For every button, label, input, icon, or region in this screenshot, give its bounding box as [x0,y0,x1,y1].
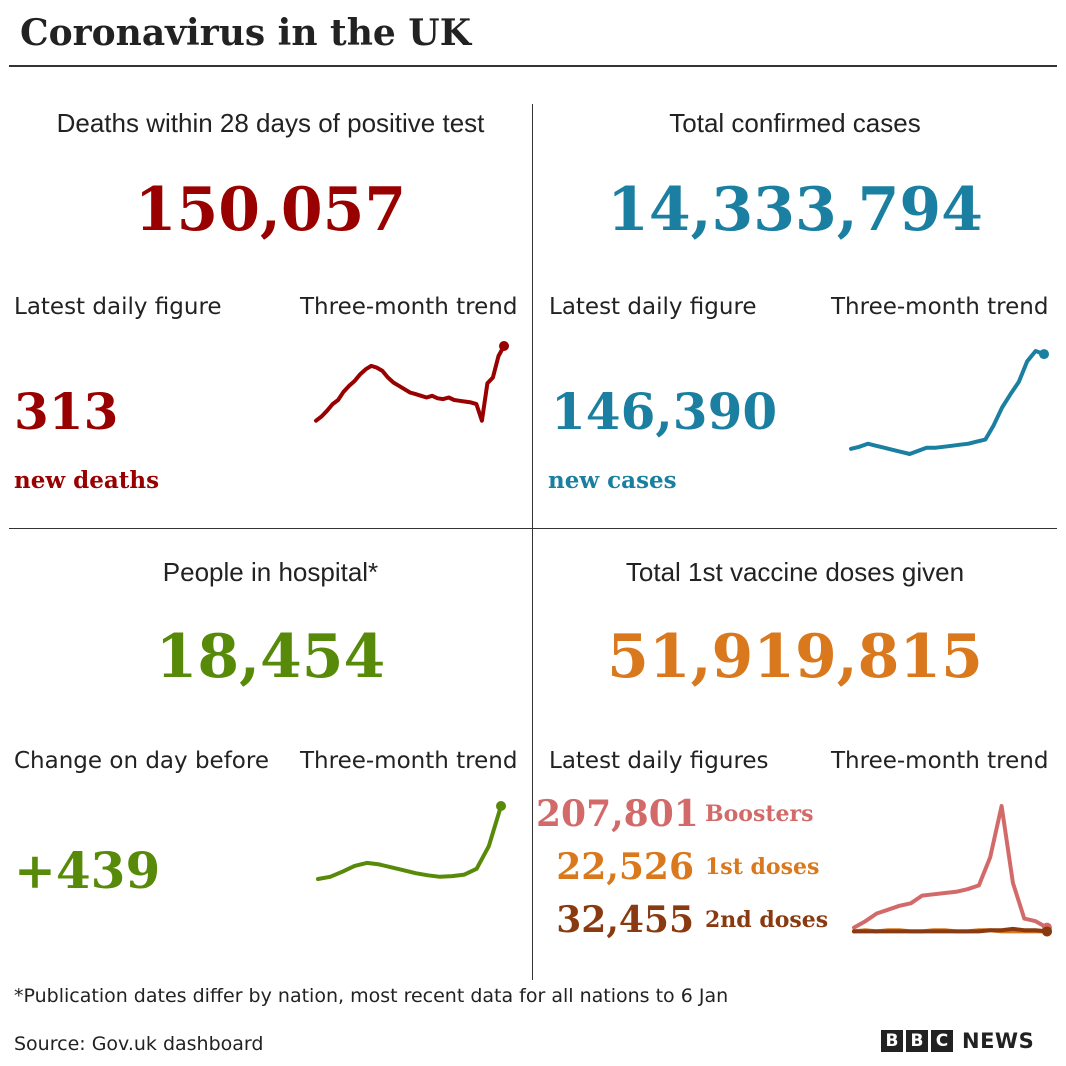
hospital-trend-label: Three-month trend [300,748,518,774]
hospital-heading: People in hospital* [162,557,379,587]
boosters-trend-line [852,804,1049,930]
vaccine-trend-label: Three-month trend [831,748,1049,774]
second-doses-trend-end-dot [1042,926,1052,937]
page-title: Coronavirus in the UK [20,12,471,54]
deaths-trend-line [314,344,506,423]
bbc-logo-word: NEWS [962,1029,1035,1053]
second-doses-value: 32,455 [556,899,694,941]
vaccine-trend-chart [852,804,1052,937]
boosters-label: Boosters [705,801,814,827]
boosters-value: 207,801 [536,793,699,835]
cases-daily-unit: new cases [548,467,677,494]
deaths-trend-end-dot [499,341,509,351]
hospital-trend-line [316,804,503,881]
vertical-divider [532,104,533,980]
first-doses-value: 22,526 [556,846,694,888]
hospital-daily-value: +439 [14,841,161,900]
second-doses-trend-line [852,926,1049,934]
bbc-logo-letter: C [931,1030,953,1052]
bbc-logo-letter: B [881,1030,903,1052]
cases-heading: Total confirmed cases [669,108,921,138]
deaths-daily-value: 313 [14,382,119,441]
vaccine-daily-label: Latest daily figures [549,748,769,774]
title-rule [9,65,1057,67]
vaccine-heading: Total 1st vaccine doses given [625,557,965,587]
bbc-logo-letter: B [906,1030,928,1052]
cases-daily-label: Latest daily figure [549,294,757,320]
cases-trend-label: Three-month trend [831,294,1049,320]
horizontal-divider [9,528,1057,529]
deaths-trend-chart [314,341,509,423]
cases-daily-value: 146,390 [551,382,778,441]
deaths-heading: Deaths within 28 days of positive test [56,108,485,138]
bbc-news-logo: B B C NEWS [881,1029,1034,1053]
cases-total: 14,333,794 [607,175,983,245]
second-doses-label: 2nd doses [705,907,829,933]
cases-trend-end-dot [1039,349,1049,360]
hospital-total: 18,454 [155,622,386,692]
deaths-daily-label: Latest daily figure [14,294,222,320]
hospital-daily-label: Change on day before [14,748,269,774]
hospital-trend-chart [316,801,506,881]
deaths-trend-label: Three-month trend [300,294,518,320]
cases-trend-chart [849,349,1049,456]
cases-trend-line [849,349,1046,456]
footnote: *Publication dates differ by nation, mos… [14,985,729,1007]
hospital-trend-end-dot [496,801,506,811]
deaths-total: 150,057 [134,175,407,245]
first-doses-label: 1st doses [705,854,820,880]
source-note: Source: Gov.uk dashboard [14,1033,264,1055]
vaccine-total: 51,919,815 [607,622,983,692]
deaths-daily-unit: new deaths [14,467,160,494]
